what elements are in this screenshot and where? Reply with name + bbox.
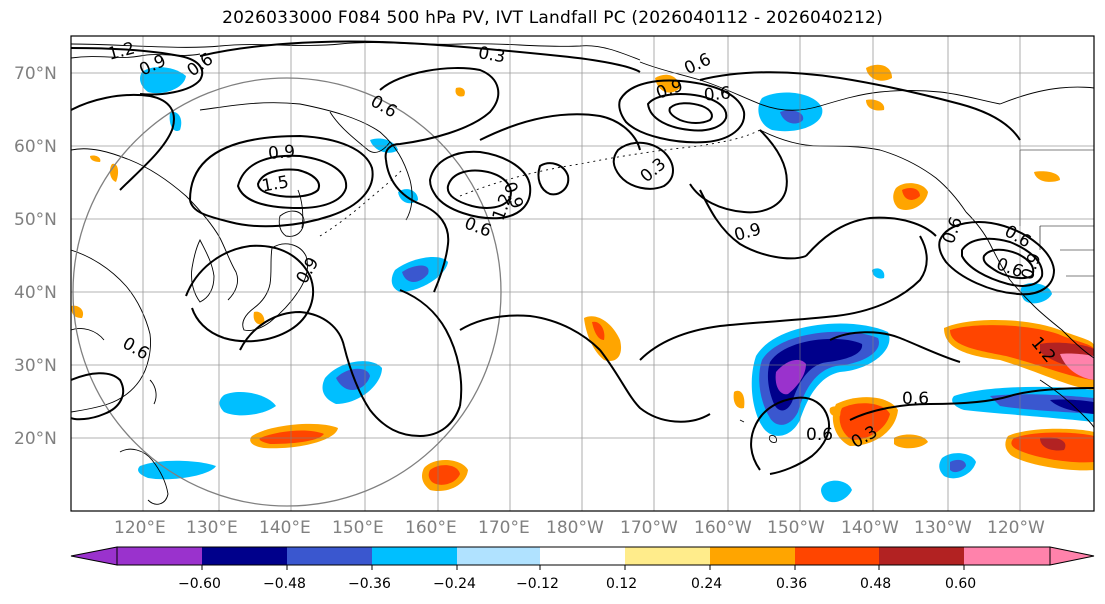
colorbar-segment (202, 547, 287, 565)
contour-label: 0.6 (902, 389, 929, 409)
fill-pink-30n-120w (1060, 353, 1094, 380)
colorbar-segment (710, 547, 795, 565)
colorbar-tick-label: 0.36 (776, 576, 807, 592)
fill-navy-30n-150w (767, 338, 863, 411)
lat-label: 40°N (14, 283, 57, 303)
colorbar-segment (372, 547, 457, 565)
fill-orange-24n-155w (733, 390, 745, 409)
colorbar-tick-label: 0.24 (691, 576, 722, 592)
colorbar-segment (879, 547, 964, 565)
pv-contours (71, 40, 1094, 475)
lon-label: 140°W (841, 518, 899, 538)
colorbar-tick-label: −0.12 (516, 576, 559, 592)
colorbar-segment (457, 547, 540, 565)
lon-label: 170°W (620, 518, 678, 538)
contour-label: 0.6 (806, 425, 833, 445)
fill-medblue-40n-155e (402, 265, 429, 282)
colorbar-segment (625, 547, 710, 565)
lon-label: 140°E (259, 518, 311, 538)
fill-red-52n-135w (902, 188, 920, 200)
lon-label: 150°W (767, 518, 825, 538)
chart-title: 2026033000 F084 500 hPa PV, IVT Landfall… (222, 8, 883, 28)
fill-red-22n-145w (839, 403, 890, 440)
colorbar-extend-high (1049, 546, 1095, 566)
contour-label: 1.5 (260, 172, 290, 196)
fill-navy-25n-120w (1050, 399, 1094, 414)
fill-blue-25n-140e (219, 392, 276, 416)
colorbar-segment (540, 547, 625, 565)
fill-purple-30n-150w (775, 359, 806, 395)
colorbar-segment (964, 547, 1050, 565)
contour-label: 0.9 (267, 142, 296, 164)
lon-label: 120°W (987, 518, 1045, 538)
colorbar-tick-label: −0.24 (433, 576, 476, 592)
fill-blue-40n-140w (872, 268, 885, 279)
fill-blue-68n-125e (140, 67, 186, 94)
colorbar-tick-label: −0.48 (263, 576, 306, 592)
fill-orange-70n-175w (655, 74, 680, 93)
lon-label: 130°W (914, 518, 972, 538)
colorbar-segment (287, 547, 372, 565)
fill-red-35n-175w (592, 321, 605, 340)
colorbar-tick-label: −0.60 (178, 576, 221, 592)
lat-label: 70°N (14, 64, 57, 84)
colorbar-tick-label: 0.48 (860, 576, 891, 592)
colorbar-tick-label: −0.36 (348, 576, 391, 592)
map-frame (70, 35, 1095, 512)
lat-label: 60°N (14, 137, 57, 157)
colorbar-tick-label: 0.60 (945, 576, 976, 592)
fill-orange-65n-140w (866, 99, 885, 111)
fill-orange-24n-147w (829, 406, 841, 417)
lon-label: 150°E (332, 518, 384, 538)
lon-label: 130°E (186, 518, 238, 538)
map-background (71, 36, 1094, 511)
ivt-anomaly-fills (71, 64, 1094, 503)
fill-orange-37n-140e (253, 311, 265, 325)
fill-medblue-30n-155e (336, 368, 370, 391)
fill-darkblue-60n-150w (780, 110, 804, 124)
lon-label: 120°E (114, 518, 166, 538)
fill-orange-66n-165e (455, 87, 465, 97)
contour-label: 0.3 (477, 43, 507, 67)
lat-label: 30°N (14, 356, 57, 376)
colorbar-extend-low (70, 546, 118, 566)
fill-red-20n-145e (259, 430, 324, 444)
colorbar-tick-label: 0.12 (606, 576, 637, 592)
colorbar-segment (117, 547, 202, 565)
lon-label: 180°W (546, 518, 604, 538)
landfall-region-circle (72, 77, 502, 507)
fill-orange-54n-120w (1034, 171, 1060, 182)
lon-label: 170°E (478, 518, 530, 538)
fill-red-32n-125w (950, 325, 1094, 380)
fill-blue-17n-140e (138, 460, 216, 480)
lat-label: 20°N (14, 429, 57, 449)
contour-label: 0.6 (703, 83, 732, 105)
lon-label: 160°W (694, 518, 752, 538)
colorbar-frame (116, 546, 1051, 566)
latitude-labels: 70°N 60°N 50°N 40°N 30°N 20°N (14, 64, 57, 449)
fill-medblue-17n-135w (950, 459, 966, 473)
fill-orange-58n-120e (90, 155, 101, 162)
colorbar: −0.60 −0.48 −0.36 −0.24 −0.12 0.12 0.24 … (70, 546, 1095, 592)
colorbar-segment (795, 547, 879, 565)
lat-label: 50°N (14, 210, 57, 230)
fill-blue-14n-152w (821, 480, 852, 503)
longitude-labels: 120°E 130°E 140°E 150°E 160°E 170°E 180°… (114, 518, 1045, 538)
lon-label: 160°E (405, 518, 457, 538)
fill-red-15n-160e (428, 465, 460, 485)
fill-darkred-20n-122w (1040, 437, 1066, 451)
